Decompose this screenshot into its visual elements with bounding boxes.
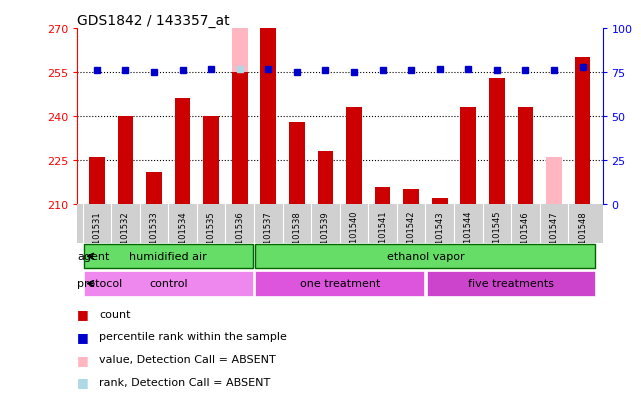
Text: ethanol vapor: ethanol vapor [387,252,464,261]
Bar [546,158,562,205]
Text: GSM101547: GSM101547 [549,211,558,261]
Text: GDS1842 / 143357_at: GDS1842 / 143357_at [77,14,229,28]
Text: rank, Detection Call = ABSENT: rank, Detection Call = ABSENT [99,377,271,387]
Text: GSM101548: GSM101548 [578,211,587,261]
Bar [403,190,419,205]
Text: GSM101531: GSM101531 [92,211,101,261]
Bar [118,117,133,205]
Bar [427,272,595,296]
Text: GSM101541: GSM101541 [378,211,387,261]
Text: ■: ■ [77,353,88,366]
Bar [460,108,476,205]
Bar [203,117,219,205]
Bar [489,79,504,205]
Bar [317,152,333,205]
Bar [203,117,219,205]
Bar [146,173,162,205]
Text: percentile rank within the sample: percentile rank within the sample [99,332,287,342]
Text: GSM101533: GSM101533 [149,211,158,261]
Text: ■: ■ [77,330,88,343]
Bar [517,108,533,205]
Bar [256,244,595,269]
Text: agent: agent [78,252,110,261]
Bar [232,29,247,205]
Text: GSM101545: GSM101545 [492,211,501,261]
Text: five treatments: five treatments [468,279,554,289]
Bar [575,58,590,205]
Bar [232,73,247,205]
Bar [84,244,253,269]
Text: GSM101536: GSM101536 [235,211,244,261]
Text: GSM101538: GSM101538 [292,211,301,261]
Text: GSM101534: GSM101534 [178,211,187,261]
Text: GSM101544: GSM101544 [464,211,473,261]
Text: count: count [99,309,131,319]
Bar [289,123,304,205]
Text: GSM101539: GSM101539 [321,211,330,261]
Bar [175,99,190,205]
Text: ■: ■ [77,307,88,320]
Text: GSM101535: GSM101535 [206,211,215,261]
Text: protocol: protocol [78,279,122,289]
Text: GSM101543: GSM101543 [435,211,444,261]
Bar [89,158,104,205]
Text: one treatment: one treatment [299,279,380,289]
Text: GSM101542: GSM101542 [406,211,415,261]
Bar [346,108,362,205]
Text: GSM101537: GSM101537 [264,211,273,261]
Bar [84,272,253,296]
Text: GSM101546: GSM101546 [521,211,530,261]
Text: GSM101540: GSM101540 [349,211,358,261]
Bar [260,29,276,205]
Text: GSM101532: GSM101532 [121,211,130,261]
Text: humidified air: humidified air [129,252,207,261]
Text: control: control [149,279,188,289]
Bar [375,187,390,205]
Bar [256,272,424,296]
Text: ■: ■ [77,375,88,389]
Bar [432,199,447,205]
Text: value, Detection Call = ABSENT: value, Detection Call = ABSENT [99,354,276,364]
